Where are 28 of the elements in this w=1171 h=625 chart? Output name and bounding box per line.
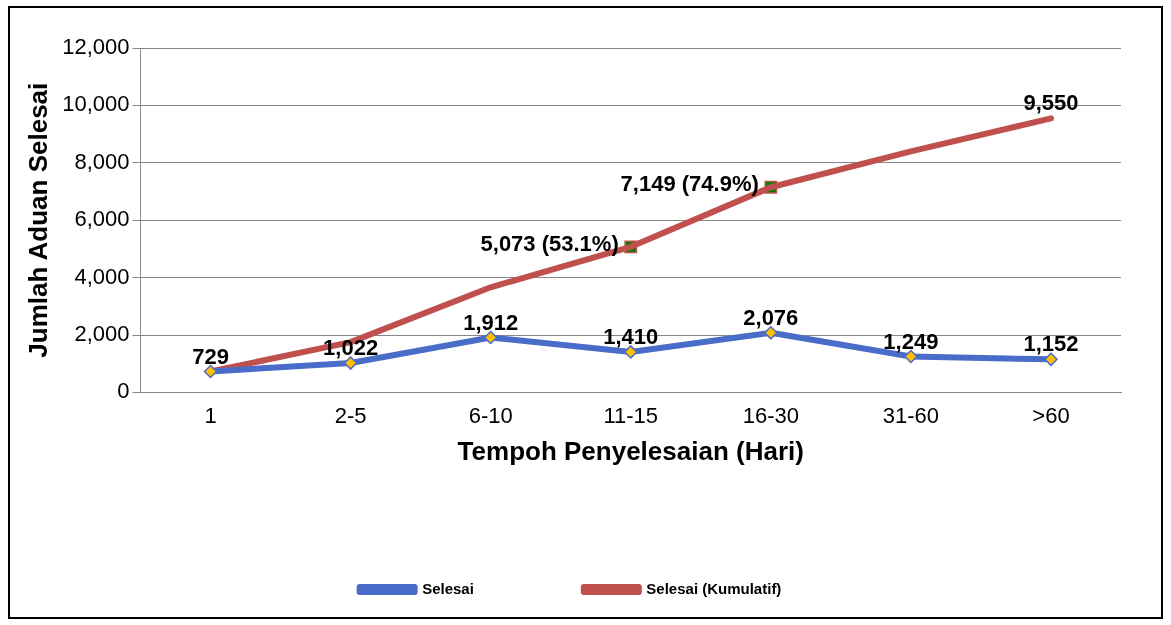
data-label: 1,249 — [883, 328, 939, 354]
y-tick-label: 8,000 — [74, 148, 130, 174]
y-tick-label: 2,000 — [74, 321, 130, 347]
y-tick-label: 12,000 — [62, 34, 130, 60]
x-tick-label: 11-15 — [603, 402, 659, 428]
y-tick-label: 6,000 — [74, 206, 130, 232]
legend-label: Selesai — [422, 579, 474, 597]
x-tick-label: 16-30 — [742, 402, 799, 428]
data-label: 1,022 — [323, 335, 379, 361]
data-label: 1,152 — [1023, 331, 1079, 357]
y-axis-title: Jumlah Aduan Selesai — [22, 82, 53, 358]
y-tick-label: 4,000 — [74, 263, 130, 289]
y-tick-label: 10,000 — [62, 91, 130, 117]
x-tick-label: 2-5 — [334, 402, 367, 428]
x-tick-label: >60 — [1032, 402, 1070, 428]
x-axis-title: Tempoh Penyelesaian (Hari) — [457, 435, 804, 466]
data-label: 2,076 — [743, 304, 799, 330]
data-label: 1,410 — [603, 324, 659, 349]
x-tick-label: 1 — [204, 402, 217, 428]
data-label: 5,073 (53.1%) — [480, 230, 619, 256]
x-tick-label: 6-10 — [468, 402, 513, 428]
x-tick-label: 31-60 — [882, 402, 940, 428]
legend-label: Selesai (Kumulatif) — [646, 579, 782, 597]
y-tick-label: 0 — [117, 378, 130, 404]
data-label: 1,912 — [463, 309, 519, 335]
data-label: 7,149 (74.9%) — [620, 171, 759, 197]
data-label: 9,550 — [1023, 90, 1079, 116]
data-label: 729 — [192, 343, 229, 369]
